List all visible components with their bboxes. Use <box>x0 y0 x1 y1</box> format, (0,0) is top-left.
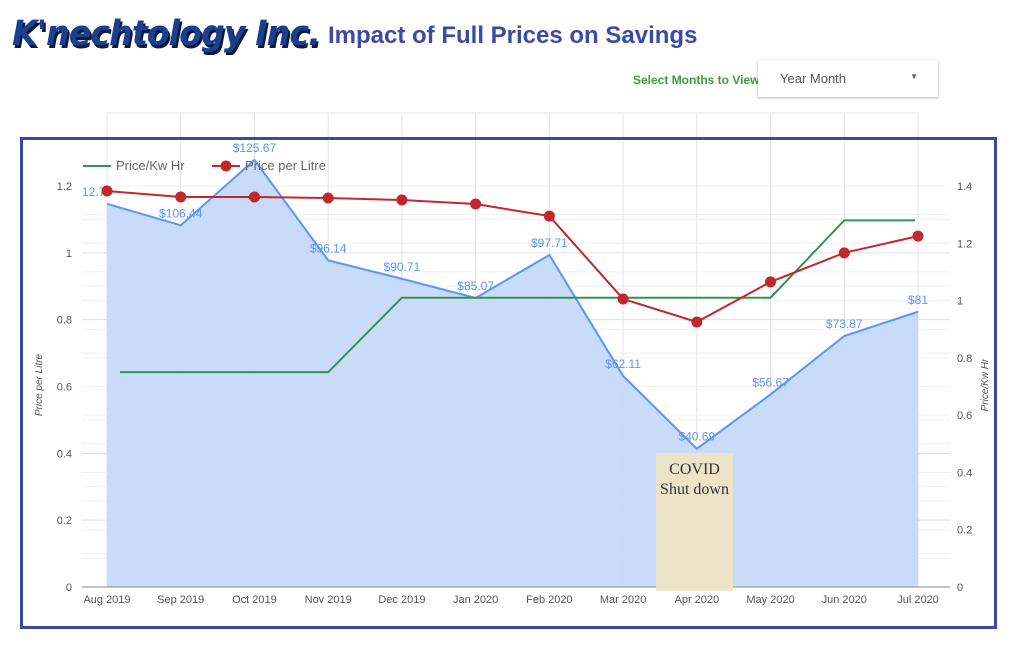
company-logo: K'nechtology Inc. <box>12 14 321 54</box>
savings-data-label: $85.07 <box>457 279 494 293</box>
left-axis-title: Price per Litre <box>34 353 45 416</box>
x-tick-label: May 2020 <box>746 594 794 606</box>
x-tick-label: Sep 2019 <box>157 594 204 606</box>
savings-data-label: $106.44 <box>159 206 203 220</box>
savings-data-label: $56.67 <box>752 375 789 389</box>
price-litre-point <box>175 191 187 203</box>
filter-label: Select Months to View <box>633 73 760 87</box>
dropdown-value: Year Month <box>780 71 847 86</box>
left-tick-label: 0.2 <box>57 515 72 527</box>
savings-data-label: $81 <box>908 293 928 307</box>
right-tick-label: 0.2 <box>957 525 972 537</box>
savings-data-label: $62.11 <box>605 357 641 371</box>
right-tick-label: 1.2 <box>957 238 972 250</box>
right-tick-label: 0 <box>957 582 963 594</box>
price-litre-point <box>543 210 555 222</box>
x-tick-label: Feb 2020 <box>526 594 572 606</box>
caret-down-icon: ▼ <box>910 72 918 81</box>
price-litre-point <box>617 293 629 305</box>
price-litre-point <box>765 276 777 288</box>
savings-data-label: $40.69 <box>678 430 715 444</box>
left-tick-label: 0.6 <box>57 382 72 394</box>
price-litre-point <box>470 198 482 210</box>
savings-data-label: $96.14 <box>310 241 347 255</box>
price-litre-point <box>248 191 260 203</box>
x-tick-label: Jan 2020 <box>453 594 498 606</box>
right-tick-label: 0.8 <box>957 353 972 365</box>
left-tick-label: 0 <box>66 582 72 594</box>
price-litre-line <box>106 190 919 324</box>
right-tick-label: 1 <box>957 296 963 308</box>
price-litre-point <box>396 194 408 206</box>
x-tick-label: Apr 2020 <box>674 594 719 606</box>
price-litre-point <box>101 185 113 197</box>
x-tick-label: Dec 2019 <box>378 594 425 606</box>
right-tick-label: 0.4 <box>957 467 972 479</box>
legend-litre-marker <box>220 160 232 172</box>
savings-data-label: $97.71 <box>531 236 568 250</box>
x-tick-label: Nov 2019 <box>305 594 352 606</box>
x-tick-label: Aug 2019 <box>83 594 130 606</box>
left-tick-label: 1 <box>66 248 72 260</box>
price-kw-line <box>120 219 915 374</box>
price-litre-point <box>322 192 334 204</box>
x-tick-label: Jun 2020 <box>822 594 867 606</box>
savings-line <box>106 158 919 451</box>
price-litre-point <box>691 316 703 328</box>
legend-kw-label: Price/Kw Hr <box>116 158 185 173</box>
savings-data-label: $73.87 <box>826 317 863 331</box>
price-litre-point <box>912 230 924 242</box>
x-tick-label: Mar 2020 <box>600 594 646 606</box>
right-axis-title: Price/Kw Hr <box>980 358 991 411</box>
x-tick-label: Jul 2020 <box>897 594 939 606</box>
savings-data-label: $125.67 <box>233 141 277 155</box>
right-tick-label: 0.6 <box>957 410 972 422</box>
left-tick-label: 0.8 <box>57 315 72 327</box>
legend-litre-label: Price per Litre <box>245 158 326 173</box>
covid-annotation: COVID Shut down <box>656 453 733 591</box>
year-month-dropdown[interactable]: Year Month ▼ <box>758 60 938 97</box>
x-tick-label: Oct 2019 <box>232 594 277 606</box>
left-tick-label: 0.4 <box>57 448 72 460</box>
page-title: Impact of Full Prices on Savings <box>328 22 698 49</box>
savings-data-label: $90.71 <box>384 260 421 274</box>
left-tick-label: 1.2 <box>57 181 72 193</box>
right-tick-label: 1.4 <box>957 181 972 193</box>
price-litre-point <box>838 247 850 259</box>
